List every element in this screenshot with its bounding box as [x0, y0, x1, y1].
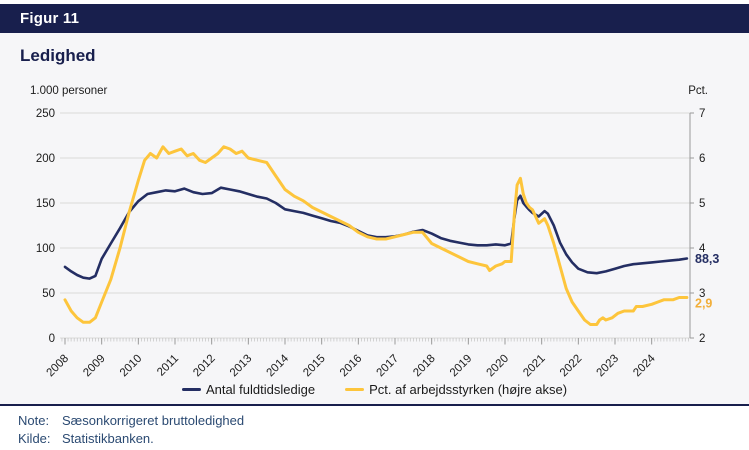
- end-label-pct: 2,9: [695, 297, 712, 311]
- right-axis-unit-label: Pct.: [688, 85, 708, 97]
- figure-notes: Note: Sæsonkorrigeret bruttoledighed Kil…: [18, 412, 244, 448]
- chart-legend: Antal fuldtidsledige Pct. af arbejdsstyrk…: [0, 380, 749, 398]
- left-axis-tick-label: 50: [42, 288, 55, 300]
- x-axis-year-label: 2020: [485, 353, 512, 380]
- x-axis-year-label: 2009: [81, 353, 108, 380]
- legend-item: Pct. af arbejdsstyrken (højre akse): [345, 382, 567, 397]
- x-axis-year-label: 2023: [595, 353, 622, 380]
- left-axis-tick-label: 0: [49, 333, 55, 345]
- source-text: Statistikbanken.: [62, 431, 154, 446]
- x-axis-year-label: 2022: [558, 353, 585, 380]
- left-axis-tick-label: 100: [36, 243, 55, 255]
- right-axis-tick-label: 3: [699, 288, 705, 300]
- legend-swatch-antal: [181, 387, 201, 391]
- x-axis-year-label: 2016: [338, 353, 365, 380]
- figure-header-bar: Figur 11: [0, 4, 749, 33]
- right-axis-tick-label: 7: [699, 108, 705, 120]
- left-axis-tick-label: 250: [36, 108, 55, 120]
- right-axis-tick-label: 4: [699, 243, 706, 255]
- figure-number-label: Figur 11: [20, 10, 80, 27]
- series-line-antal: [63, 186, 689, 280]
- x-axis-year-label: 2018: [411, 353, 438, 380]
- legend-label: Pct. af arbejdsstyrken (højre akse): [369, 381, 568, 397]
- source-label: Kilde:: [18, 431, 51, 446]
- legend-item: Antal fuldtidsledige: [181, 381, 316, 397]
- series-line-pct: [63, 145, 689, 326]
- line-chart: 2008 2009 2010 2011 2012 2013 2014 2015 2016 2017…: [36, 108, 720, 380]
- note-text: Sæsonkorrigeret bruttoledighed: [62, 413, 245, 428]
- x-axis-year-label: 2024: [631, 352, 658, 379]
- figure-bottom-rule: [0, 404, 749, 406]
- left-axis-tick-label: 150: [36, 198, 55, 210]
- note-row: Note: Sæsonkorrigeret bruttoledighed: [18, 412, 244, 430]
- x-axis-year-label: 2019: [448, 353, 475, 380]
- right-axis-tick-label: 6: [699, 153, 705, 165]
- figure-title: Ledighed: [20, 46, 96, 65]
- right-axis-tick-label: 2: [699, 333, 705, 345]
- x-axis-year-label: 2008: [45, 353, 72, 380]
- left-axis-tick-label: 200: [36, 153, 55, 165]
- x-axis-year-label: 2014: [265, 352, 292, 379]
- x-axis-year-label: 2013: [228, 353, 255, 380]
- x-axis-year-label: 2021: [521, 353, 548, 380]
- source-row: Kilde: Statistikbanken.: [18, 430, 244, 448]
- legend-label: Antal fuldtidsledige: [205, 381, 316, 397]
- legend-swatch-pct: [345, 387, 365, 391]
- end-label-antal: 88,3: [695, 252, 719, 266]
- note-label: Note:: [18, 413, 50, 428]
- x-axis-year-label: 2015: [301, 353, 328, 380]
- x-axis-year-label: 2017: [375, 353, 402, 380]
- x-axis-year-label: 2012: [191, 353, 218, 380]
- right-axis-tick-label: 5: [699, 198, 705, 210]
- x-axis-year-label: 2011: [155, 353, 181, 379]
- left-axis-unit-label: 1.000 personer: [30, 85, 108, 97]
- x-axis-year-label: 2010: [118, 353, 145, 380]
